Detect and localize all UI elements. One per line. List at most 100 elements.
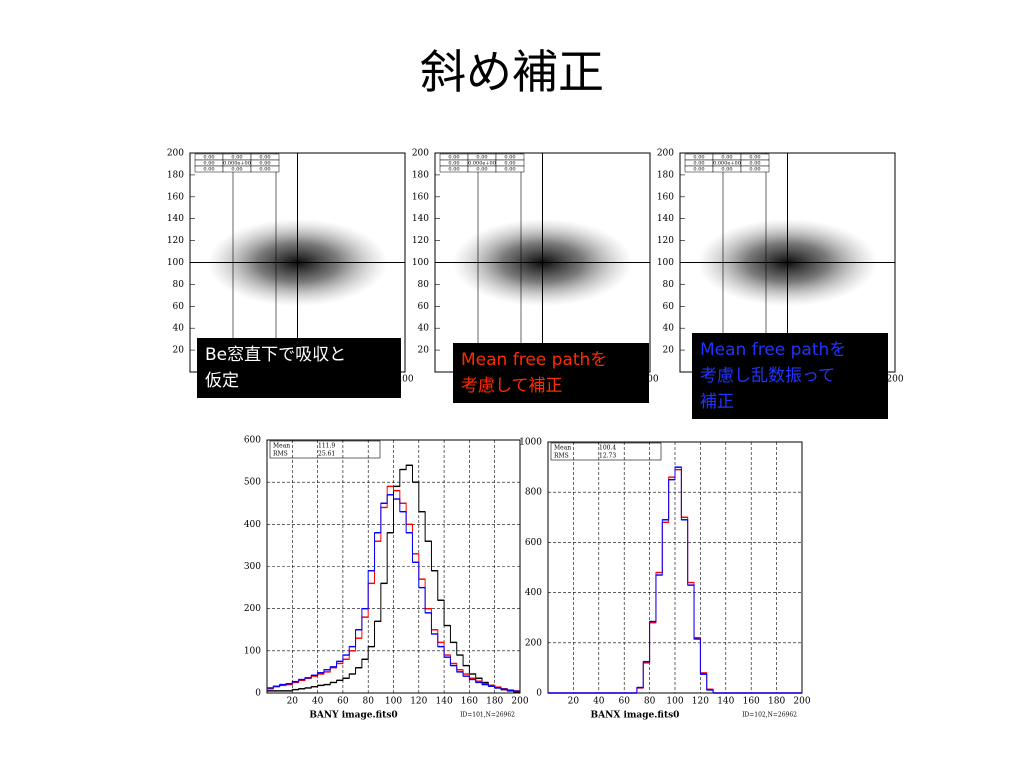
y-tick-label: 100 bbox=[167, 258, 184, 268]
caption: Be窓直下で吸収と 仮定 bbox=[197, 338, 401, 398]
x-tick-label: 140 bbox=[717, 697, 734, 707]
stats-text: 0.00 bbox=[693, 161, 704, 167]
stats-text: 0.00 bbox=[231, 155, 242, 161]
x-tick-label: 200 bbox=[396, 375, 413, 385]
y-tick-label: 200 bbox=[244, 604, 261, 614]
stats-text: 0.00 bbox=[259, 155, 270, 161]
y-tick-label: 120 bbox=[657, 236, 674, 246]
stats-box bbox=[269, 440, 381, 459]
x-tick-label: 80 bbox=[644, 697, 656, 707]
caption-line: 考慮して補正 bbox=[461, 376, 563, 396]
x-tick-label: 160 bbox=[743, 697, 760, 707]
caption-line: Mean free pathを bbox=[461, 350, 608, 370]
y-tick-label: 60 bbox=[663, 302, 675, 312]
stats-text: 100.4 bbox=[599, 445, 616, 452]
x-tick-label: 100 bbox=[666, 697, 683, 707]
stats-text: 12.73 bbox=[599, 453, 616, 460]
stats-text: 0.000e+00 bbox=[713, 161, 741, 167]
y-tick-label: 100 bbox=[244, 646, 261, 656]
caption-line: 考慮し乱数振って bbox=[700, 366, 836, 386]
y-tick-label: 100 bbox=[412, 258, 429, 268]
stats-text: 0.00 bbox=[749, 155, 760, 161]
x-axis-title: BANX image.fits0 bbox=[591, 711, 680, 721]
x-tick-label: 180 bbox=[486, 697, 503, 707]
stats-text: 0.00 bbox=[693, 155, 704, 161]
y-tick-label: 200 bbox=[167, 149, 184, 159]
caption-line: Mean free pathを bbox=[700, 340, 847, 360]
y-tick-label: 180 bbox=[657, 170, 674, 180]
stats-text: 111.9 bbox=[318, 443, 335, 450]
y-tick-label: 40 bbox=[173, 324, 185, 334]
stats-text: 0.00 bbox=[448, 155, 459, 161]
y-tick-label: 140 bbox=[657, 214, 674, 224]
x-tick-label: 200 bbox=[886, 375, 903, 385]
stats-text: 0.00 bbox=[476, 167, 487, 173]
y-tick-label: 400 bbox=[525, 588, 542, 598]
stats-text: 0.00 bbox=[504, 161, 515, 167]
x-axis-title: BANY image.fits0 bbox=[309, 711, 397, 721]
y-tick-label: 1000 bbox=[519, 438, 542, 448]
y-tick-label: 600 bbox=[525, 538, 542, 548]
y-tick-label: 180 bbox=[412, 170, 429, 180]
y-tick-label: 160 bbox=[657, 192, 674, 202]
x-tick-label: 180 bbox=[768, 697, 785, 707]
stats-text: 0.00 bbox=[231, 167, 242, 173]
y-tick-label: 20 bbox=[663, 346, 675, 356]
stats-text: 0.00 bbox=[448, 161, 459, 167]
stats-text: Mean bbox=[554, 445, 571, 452]
stats-text: RMS bbox=[554, 453, 569, 460]
x-tick-label: 20 bbox=[287, 697, 299, 707]
stats-text: 0.00 bbox=[504, 167, 515, 173]
y-tick-label: 80 bbox=[173, 280, 185, 290]
x-tick-label: 200 bbox=[793, 697, 810, 707]
y-tick-label: 800 bbox=[525, 488, 542, 498]
stats-text: Mean bbox=[273, 443, 290, 450]
note: ID=102,N=26962 bbox=[742, 712, 797, 719]
y-tick-label: 20 bbox=[173, 346, 185, 356]
stats-text: 0.00 bbox=[476, 155, 487, 161]
stats-text: 0.00 bbox=[749, 167, 760, 173]
stats-text: 0.00 bbox=[448, 167, 459, 173]
x-tick-label: 200 bbox=[641, 375, 658, 385]
y-tick-label: 300 bbox=[244, 562, 261, 572]
x-tick-label: 120 bbox=[410, 697, 427, 707]
caption-line: 仮定 bbox=[205, 371, 239, 391]
y-tick-label: 200 bbox=[412, 149, 429, 159]
stats-text: 0.00 bbox=[504, 155, 515, 161]
caption-line: Be窓直下で吸収と bbox=[205, 345, 347, 365]
x-tick-label: 160 bbox=[461, 697, 478, 707]
stats-cell bbox=[495, 165, 525, 173]
x-tick-label: 60 bbox=[337, 697, 349, 707]
x-tick-label: 100 bbox=[385, 697, 402, 707]
stats-text: RMS bbox=[273, 451, 288, 458]
stats-text: 0.00 bbox=[203, 167, 214, 173]
note: ID=101,N=26962 bbox=[460, 712, 515, 719]
x-tick-label: 120 bbox=[692, 697, 709, 707]
x-tick-label: 20 bbox=[568, 697, 580, 707]
y-tick-label: 400 bbox=[244, 520, 261, 530]
y-tick-label: 40 bbox=[418, 324, 430, 334]
x-tick-label: 200 bbox=[511, 697, 528, 707]
y-tick-label: 40 bbox=[663, 324, 675, 334]
y-tick-label: 140 bbox=[167, 214, 184, 224]
stats-cell bbox=[250, 165, 280, 173]
y-tick-label: 80 bbox=[418, 280, 430, 290]
y-tick-label: 180 bbox=[167, 170, 184, 180]
caption: Mean free pathを 考慮して補正 bbox=[453, 343, 649, 403]
stats-text: 0.00 bbox=[259, 167, 270, 173]
stats-text: 0.000e+00 bbox=[468, 161, 496, 167]
y-tick-label: 0 bbox=[536, 689, 542, 699]
x-tick-label: 40 bbox=[593, 697, 605, 707]
stats-box bbox=[550, 442, 662, 461]
y-tick-label: 120 bbox=[167, 236, 184, 246]
stats-text: 0.00 bbox=[721, 167, 732, 173]
y-tick-label: 60 bbox=[173, 302, 185, 312]
y-tick-label: 20 bbox=[418, 346, 430, 356]
x-tick-label: 60 bbox=[618, 697, 630, 707]
x-tick-label: 40 bbox=[312, 697, 324, 707]
y-tick-label: 200 bbox=[657, 149, 674, 159]
stats-text: 0.00 bbox=[203, 155, 214, 161]
y-tick-label: 200 bbox=[525, 638, 542, 648]
